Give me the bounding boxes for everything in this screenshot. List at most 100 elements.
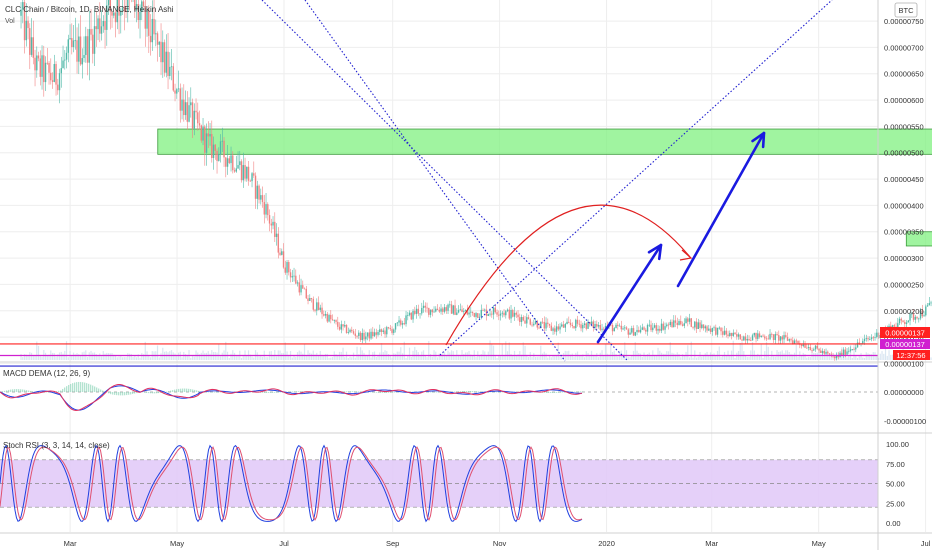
candle-body xyxy=(328,315,329,322)
candle-body xyxy=(684,323,685,326)
candle-body xyxy=(533,324,534,325)
volume-bar xyxy=(673,353,674,360)
candle-body xyxy=(502,313,503,314)
candle-body xyxy=(313,299,314,310)
macd-histogram-bar xyxy=(562,392,563,393)
macd-histogram-bar xyxy=(464,391,465,392)
candle-body xyxy=(276,234,277,237)
volume-bar xyxy=(89,352,90,360)
candle-body xyxy=(239,161,240,165)
candle-body xyxy=(327,314,328,322)
candle-body xyxy=(902,321,903,322)
macd-histogram-bar xyxy=(58,391,59,392)
volume-bar xyxy=(647,354,648,360)
price-label-1-text: 0.00000137 xyxy=(885,329,925,338)
candle-body xyxy=(82,58,83,64)
candle-body xyxy=(894,325,895,326)
candle-body xyxy=(542,322,543,323)
macd-histogram-bar xyxy=(20,389,21,392)
macd-histogram-bar xyxy=(120,392,121,395)
candle-body xyxy=(503,313,504,315)
candle-body xyxy=(87,36,88,62)
volume-bar xyxy=(159,357,160,360)
candle-body xyxy=(26,21,27,40)
volume-bar xyxy=(131,354,132,360)
macd-histogram-bar xyxy=(278,392,279,393)
macd-histogram-bar xyxy=(190,389,191,392)
candle-body xyxy=(477,313,478,318)
candle-body xyxy=(929,303,930,305)
volume-bar xyxy=(222,353,223,360)
volume-bar xyxy=(491,344,492,360)
candle-body xyxy=(584,323,585,325)
macd-histogram-bar xyxy=(376,392,377,393)
candle-body xyxy=(383,331,384,332)
candle-body xyxy=(152,19,153,42)
candle-body xyxy=(453,305,454,313)
volume-bar xyxy=(598,357,599,360)
candle-body xyxy=(351,330,352,331)
chart-title: CLC Chain / Bitcoin, 1D, BINANCE, Heikin… xyxy=(5,5,174,14)
volume-bar xyxy=(176,356,177,360)
candle-body xyxy=(524,320,525,323)
currency-badge[interactable]: BTC xyxy=(895,3,917,17)
volume-bar xyxy=(139,358,140,360)
macd-histogram-bar xyxy=(344,391,345,392)
candle-body xyxy=(927,305,928,306)
x-tick-label: Mar xyxy=(64,539,77,548)
volume-bar xyxy=(650,356,651,360)
candle-body xyxy=(411,313,412,320)
volume-bar xyxy=(395,354,396,360)
candle-body xyxy=(591,321,592,324)
target-zone-1[interactable] xyxy=(158,129,932,154)
candle-body xyxy=(290,272,291,277)
candle-body xyxy=(722,331,723,335)
volume-bar xyxy=(794,353,795,360)
candle-body xyxy=(663,324,664,330)
candle-body xyxy=(229,158,230,163)
candle-body xyxy=(451,304,452,313)
volume-bar xyxy=(253,358,254,360)
candle-body xyxy=(745,336,746,340)
volume-bar xyxy=(596,353,597,360)
candle-body xyxy=(390,328,391,329)
volume-bar xyxy=(220,356,221,360)
macd-histogram-bar xyxy=(116,392,117,395)
volume-bar xyxy=(561,357,562,360)
candle-body xyxy=(174,90,175,93)
candle-body xyxy=(208,133,209,136)
candle-body xyxy=(771,334,772,335)
volume-bar xyxy=(47,356,48,360)
macd-histogram-bar xyxy=(144,392,145,393)
candle-body xyxy=(586,323,587,328)
candle-body xyxy=(867,338,868,339)
candle-body xyxy=(699,322,700,328)
candle-body xyxy=(302,285,303,288)
volume-bar xyxy=(628,357,629,360)
candle-body xyxy=(54,64,55,82)
volume-bar xyxy=(363,353,364,360)
macd-histogram-bar xyxy=(578,391,579,392)
volume-bar xyxy=(160,353,161,360)
macd-histogram-bar xyxy=(156,392,157,393)
volume-bar xyxy=(552,356,553,360)
candle-body xyxy=(325,314,326,316)
candle-body xyxy=(363,333,364,339)
volume-bar xyxy=(696,358,697,360)
volume-bar xyxy=(41,357,42,360)
macd-histogram-bar xyxy=(8,390,9,392)
volume-bar xyxy=(587,353,588,360)
candle-body xyxy=(670,322,671,325)
candle-body xyxy=(472,312,473,313)
candle-body xyxy=(206,133,207,152)
candle-body xyxy=(435,309,436,312)
macd-histogram-bar xyxy=(352,391,353,392)
candle-body xyxy=(418,309,419,314)
candle-body xyxy=(612,325,613,331)
stoch-tick-label: 75.00 xyxy=(886,460,905,469)
candle-body xyxy=(178,88,179,89)
volume-bar xyxy=(846,357,847,360)
volume-bar xyxy=(20,354,21,360)
